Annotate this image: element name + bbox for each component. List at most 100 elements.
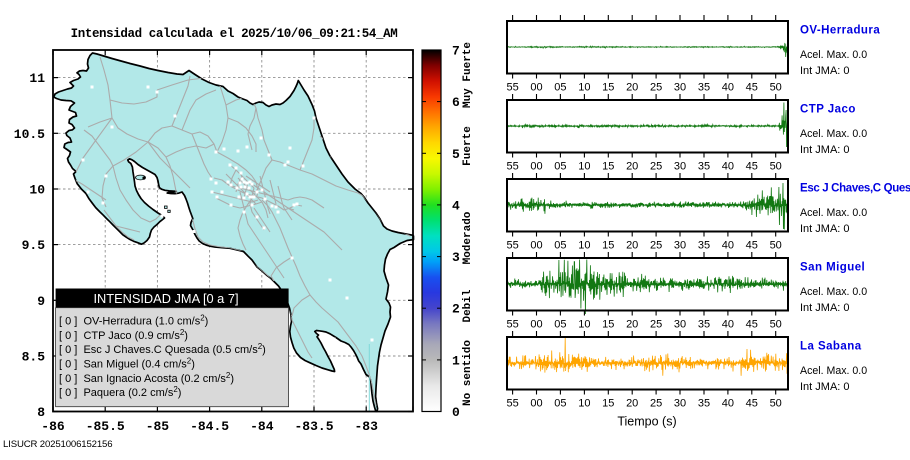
svg-text:25: 25 <box>650 398 662 410</box>
svg-text:-84: -84 <box>250 419 274 434</box>
svg-text:35: 35 <box>698 398 710 410</box>
svg-text:9.5: 9.5 <box>22 238 46 253</box>
svg-text:35: 35 <box>698 161 710 173</box>
svg-text:30: 30 <box>674 240 686 252</box>
svg-text:0: 0 <box>452 405 460 420</box>
svg-text:10: 10 <box>578 319 590 331</box>
svg-text:30: 30 <box>674 398 686 410</box>
svg-text:8.5: 8.5 <box>22 350 46 365</box>
svg-text:05: 05 <box>554 240 566 252</box>
svg-text:25: 25 <box>650 161 662 173</box>
svg-text:30: 30 <box>674 161 686 173</box>
svg-text:25: 25 <box>650 319 662 331</box>
svg-text:10: 10 <box>578 82 590 94</box>
svg-text:[ 0 ] OV-Herradura (1.0 cm/s2: [ 0 ] OV-Herradura (1.0 cm/s2) <box>59 314 208 328</box>
svg-text:Tiempo (s): Tiempo (s) <box>617 415 676 429</box>
svg-text:40: 40 <box>722 398 734 410</box>
svg-text:Fuerte: Fuerte <box>462 126 474 166</box>
svg-text:50: 50 <box>770 82 782 94</box>
svg-text:[ 0 ] San Miguel (0.4 cm/s2): [ 0 ] San Miguel (0.4 cm/s2) <box>59 357 195 371</box>
svg-text:-86: -86 <box>41 419 65 434</box>
svg-text:[ 0 ] CTP Jaco (0.9 cm/s2): [ 0 ] CTP Jaco (0.9 cm/s2) <box>59 328 188 342</box>
svg-text:Acel. Max. 0.0: Acel. Max. 0.0 <box>800 207 867 219</box>
svg-text:55: 55 <box>506 161 518 173</box>
svg-text:15: 15 <box>602 161 614 173</box>
svg-text:10: 10 <box>578 240 590 252</box>
svg-text:La Sabana: La Sabana <box>800 341 862 353</box>
svg-text:45: 45 <box>746 319 758 331</box>
svg-text:05: 05 <box>554 398 566 410</box>
svg-text:-85: -85 <box>146 419 170 434</box>
svg-text:Esc J Chaves,C Quesada: Esc J Chaves,C Quesada <box>800 183 910 195</box>
svg-text:1: 1 <box>452 353 460 368</box>
svg-text:Int JMA: 0: Int JMA: 0 <box>800 302 850 314</box>
svg-text:Int JMA: 0: Int JMA: 0 <box>800 223 850 235</box>
svg-text:50: 50 <box>770 161 782 173</box>
svg-text:7: 7 <box>452 44 460 59</box>
svg-text:45: 45 <box>746 398 758 410</box>
svg-text:10: 10 <box>29 183 45 198</box>
svg-text:Int JMA: 0: Int JMA: 0 <box>800 65 850 77</box>
svg-text:CTP Jaco: CTP Jaco <box>800 104 856 116</box>
svg-text:15: 15 <box>602 82 614 94</box>
svg-text:15: 15 <box>602 240 614 252</box>
svg-text:20: 20 <box>626 161 638 173</box>
svg-text:Muy Fuerte: Muy Fuerte <box>462 42 474 108</box>
svg-text:00: 00 <box>530 161 542 173</box>
svg-text:OV-Herradura: OV-Herradura <box>800 25 880 37</box>
svg-text:Acel. Max. 0.0: Acel. Max. 0.0 <box>800 286 867 298</box>
svg-text:40: 40 <box>722 161 734 173</box>
svg-text:00: 00 <box>530 398 542 410</box>
svg-text:Acel. Max. 0.0: Acel. Max. 0.0 <box>800 365 867 377</box>
svg-text:35: 35 <box>698 82 710 94</box>
svg-text:INTENSIDAD JMA [0 a 7]: INTENSIDAD JMA [0 a 7] <box>93 291 238 306</box>
svg-text:5: 5 <box>452 147 460 162</box>
svg-text:10: 10 <box>578 398 590 410</box>
svg-text:Int JMA: 0: Int JMA: 0 <box>800 381 850 393</box>
svg-text:11: 11 <box>29 71 45 86</box>
svg-text:Intensidad calculada el 2025/1: Intensidad calculada el 2025/10/06_09:21… <box>71 27 398 41</box>
svg-text:6: 6 <box>452 95 460 110</box>
svg-text:10: 10 <box>578 161 590 173</box>
svg-text:40: 40 <box>722 240 734 252</box>
svg-text:-84.5: -84.5 <box>190 419 229 434</box>
svg-text:LISUCR 20251006152156: LISUCR 20251006152156 <box>3 439 112 450</box>
svg-text:30: 30 <box>674 82 686 94</box>
svg-text:00: 00 <box>530 319 542 331</box>
svg-text:05: 05 <box>554 319 566 331</box>
svg-text:00: 00 <box>530 240 542 252</box>
svg-text:40: 40 <box>722 82 734 94</box>
svg-text:05: 05 <box>554 161 566 173</box>
svg-text:25: 25 <box>650 240 662 252</box>
svg-text:55: 55 <box>506 82 518 94</box>
svg-text:25: 25 <box>650 82 662 94</box>
svg-text:55: 55 <box>506 398 518 410</box>
svg-text:15: 15 <box>602 398 614 410</box>
svg-text:Int JMA: 0: Int JMA: 0 <box>800 144 850 156</box>
svg-text:-83.5: -83.5 <box>294 419 333 434</box>
svg-text:55: 55 <box>506 319 518 331</box>
svg-text:3: 3 <box>452 250 460 265</box>
svg-text:40: 40 <box>722 319 734 331</box>
svg-text:-85.5: -85.5 <box>86 419 125 434</box>
svg-text:20: 20 <box>626 82 638 94</box>
svg-text:-83: -83 <box>354 419 378 434</box>
svg-text:8: 8 <box>37 405 45 420</box>
svg-text:30: 30 <box>674 319 686 331</box>
svg-text:35: 35 <box>698 240 710 252</box>
svg-text:15: 15 <box>602 319 614 331</box>
svg-text:35: 35 <box>698 319 710 331</box>
svg-text:45: 45 <box>746 161 758 173</box>
svg-text:[ 0 ] Esc J Chaves.C Quesada: [ 0 ] Esc J Chaves.C Quesada (0.5 cm/s2) <box>59 342 266 356</box>
svg-text:Moderado: Moderado <box>462 211 474 264</box>
svg-text:50: 50 <box>770 319 782 331</box>
svg-text:2: 2 <box>452 302 460 317</box>
svg-text:[ 0 ] Paquera (0.2 cm/s2): [ 0 ] Paquera (0.2 cm/s2) <box>59 385 181 399</box>
svg-text:Acel. Max. 0.0: Acel. Max. 0.0 <box>800 128 867 140</box>
svg-text:10.5: 10.5 <box>14 127 45 142</box>
svg-text:20: 20 <box>626 319 638 331</box>
svg-text:20: 20 <box>626 240 638 252</box>
svg-text:45: 45 <box>746 240 758 252</box>
svg-text:50: 50 <box>770 240 782 252</box>
svg-text:50: 50 <box>770 398 782 410</box>
